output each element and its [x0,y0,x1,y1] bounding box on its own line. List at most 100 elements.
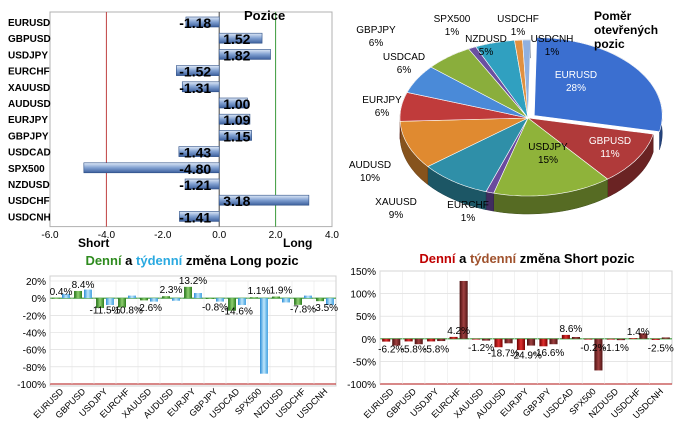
pie-slice-xauusd [427,117,529,193]
c4-value-gbpjpy: -16.6% [533,348,565,359]
c4-bar-audusd-s1 [494,338,503,348]
c3-value-usdjpy: -11.5% [90,306,121,317]
c4-bar-nzdusd-s1 [606,338,615,340]
position-value-xauusd: -1.31 [179,80,211,96]
pie-label-gbpjpy: GBPJPY 6% [356,25,396,49]
position-value-eurjpy: 1.09 [223,112,250,128]
c4-y-tick: -50% [353,357,376,368]
c3-bar-nzdusd-s1 [272,296,280,299]
pie-slice-spx500 [468,46,529,119]
c3-value-usdcad: -14.6% [221,307,253,318]
c4-bar-usdjpy-s2 [437,338,446,342]
c3-value-nzdusd: 1.9% [270,286,293,297]
c3-bar-usdcnh-s1 [316,298,324,302]
positions-value-labels: -1.18 1.521.82 -1.52-1.31 1.001.091.15 -1.43… [179,15,250,225]
c4-value-usdcnh: -2.5% [648,344,674,355]
position-bar-eurchf [176,65,220,76]
c3-bar-audusd-s1 [162,296,170,299]
position-category-audusd: AUDUSD [8,99,51,110]
pie-slice-audusd [399,117,529,167]
short-change-chart: -6.2%-5.8%-5.8%4.2%-1.2%-18.7%-24.9%-16.… [347,251,674,421]
position-value-usdjpy: 1.82 [223,47,250,63]
c3-value-eurjpy: 13.2% [179,276,207,287]
long-bars [52,286,334,374]
c4-bar-usdcnh-s2 [661,337,670,339]
position-bar-gbpjpy [218,130,252,141]
c3-bar-eurjpy-s1 [184,286,192,299]
positions-title: Pozice [244,8,285,23]
c3-y-tick: -20% [23,311,46,322]
c3-bar-usdchf-s1 [294,298,302,305]
c3-y-tick: -100% [17,380,46,391]
c3-value-eurchf: -10.8% [111,305,143,316]
c4-bar-audusd-s2 [504,338,513,344]
pie-slice-eurjpy [399,92,529,122]
c4-bar-usdjpy-s1 [427,338,436,342]
pie-label-spx500: SPX500 1% [434,14,471,38]
pie-slice-usdcad [406,66,529,119]
c3-value-spx500: 1.1% [248,286,271,297]
c4-value-nzdusd: -1.1% [603,343,629,354]
position-bar-usdcad [178,146,220,157]
pie-slice-usdchf [514,39,529,119]
c4-bar-spx500-s2 [594,338,603,371]
pie-label-audusd: AUDUSD 10% [349,160,391,184]
position-category-eurchf: EURCHF [8,67,50,78]
pie-label-usdcad: USDCAD 6% [383,52,425,76]
c4-bar-xauusd-s1 [471,338,481,340]
short-bars [382,280,670,371]
pie-labels: EURUSD 28% GBPUSD 11% USDJPY 15% EURCHF 1% XAUUS… [349,14,631,224]
c4-y-tick: 150% [350,267,376,278]
long-annotation: Long [283,236,312,250]
pie-slice-gbpjpy [430,48,529,119]
c4-y-tick: 100% [350,290,376,301]
pie-label-usdcnh: USDCNH 1% [531,34,574,58]
position-category-usdcnh: USDCNH [8,212,51,223]
pie-title: Poměr otevřených pozic [594,9,658,51]
position-category-gbpjpy: GBPJPY [8,131,49,142]
position-value-nzdusd: -1.21 [179,177,211,193]
c3-bar-eurchf-s2 [128,295,136,299]
c4-value-gbpusd: -5.8% [401,345,427,356]
long-change-title: Denní a týdenní změna Long pozic [85,253,298,268]
position-value-eurchf: -1.52 [179,64,211,80]
c3-value-xauusd: -2.6% [136,303,162,314]
c3-y-tick: -40% [23,329,46,340]
c4-y-tick: 0% [362,335,377,346]
pie-slice-gbpusd [526,117,654,180]
positions-bars [83,16,310,222]
c4-bar-usdcnh-s1 [651,338,660,340]
open-positions-pie: EURUSD 28% GBPUSD 11% USDJPY 15% EURCHF 1% XAUUS… [349,9,663,224]
short-category-labels: EURUSDGBPUSDUSDJPYEURCHFXAUUSDAUDUSDEURJ… [362,386,665,421]
pie-label-usdchf: USDCHF 1% [497,14,539,38]
position-bar-nzdusd [184,178,220,190]
positions-x-tick: 2.0 [269,230,283,241]
short-change-title: Denní a týdenní změna Short pozic [419,251,634,266]
position-bar-usdjpy [218,49,271,60]
positions-chart: EURUSD GBPUSD USDJPY EURCHF XAUUSD AUDUSD EURJ… [8,8,339,250]
c4-bar-gbpjpy-s2 [549,338,558,345]
c3-bar-usdcnh-s2 [326,298,334,306]
pie-label-eurchf: EURCHF 1% [447,200,489,224]
c3-bar-usdjpy-s2 [106,298,114,306]
pie-label-usdjpy: USDJPY 15% [528,142,568,166]
c3-bar-xauusd-s2 [150,298,158,302]
pie-label-nzdusd: NZDUSD 5% [465,34,507,58]
c3-bar-eurchf-s1 [118,298,126,308]
c3-bar-spx500-s2 [260,298,268,374]
positions-x-tick: 0.0 [212,230,226,241]
c4-value-eurchf: 4.2% [447,326,470,337]
pie-slices [399,37,663,215]
c4-value-spx500: -0.2% [580,343,606,354]
positions-x-tick-labels: -6.0 -4.0 -2.0 0.0 2.0 4.0 [41,230,339,241]
c3-bar-gbpusd-s2 [84,289,92,299]
c3-bar-eurjpy-s2 [194,293,202,299]
c4-bar-gbpusd-s1 [404,338,413,342]
c3-bar-usdcad-s2 [238,298,246,306]
c4-bar-usdcad-s2 [571,336,581,339]
position-category-usdcad: USDCAD [8,148,51,159]
short-value-labels: -6.2%-5.8%-5.8%4.2%-1.2%-18.7%-24.9%-16.… [378,324,674,361]
positions-x-tick: -2.0 [154,230,172,241]
c4-bar-eurjpy-s2 [527,338,536,346]
